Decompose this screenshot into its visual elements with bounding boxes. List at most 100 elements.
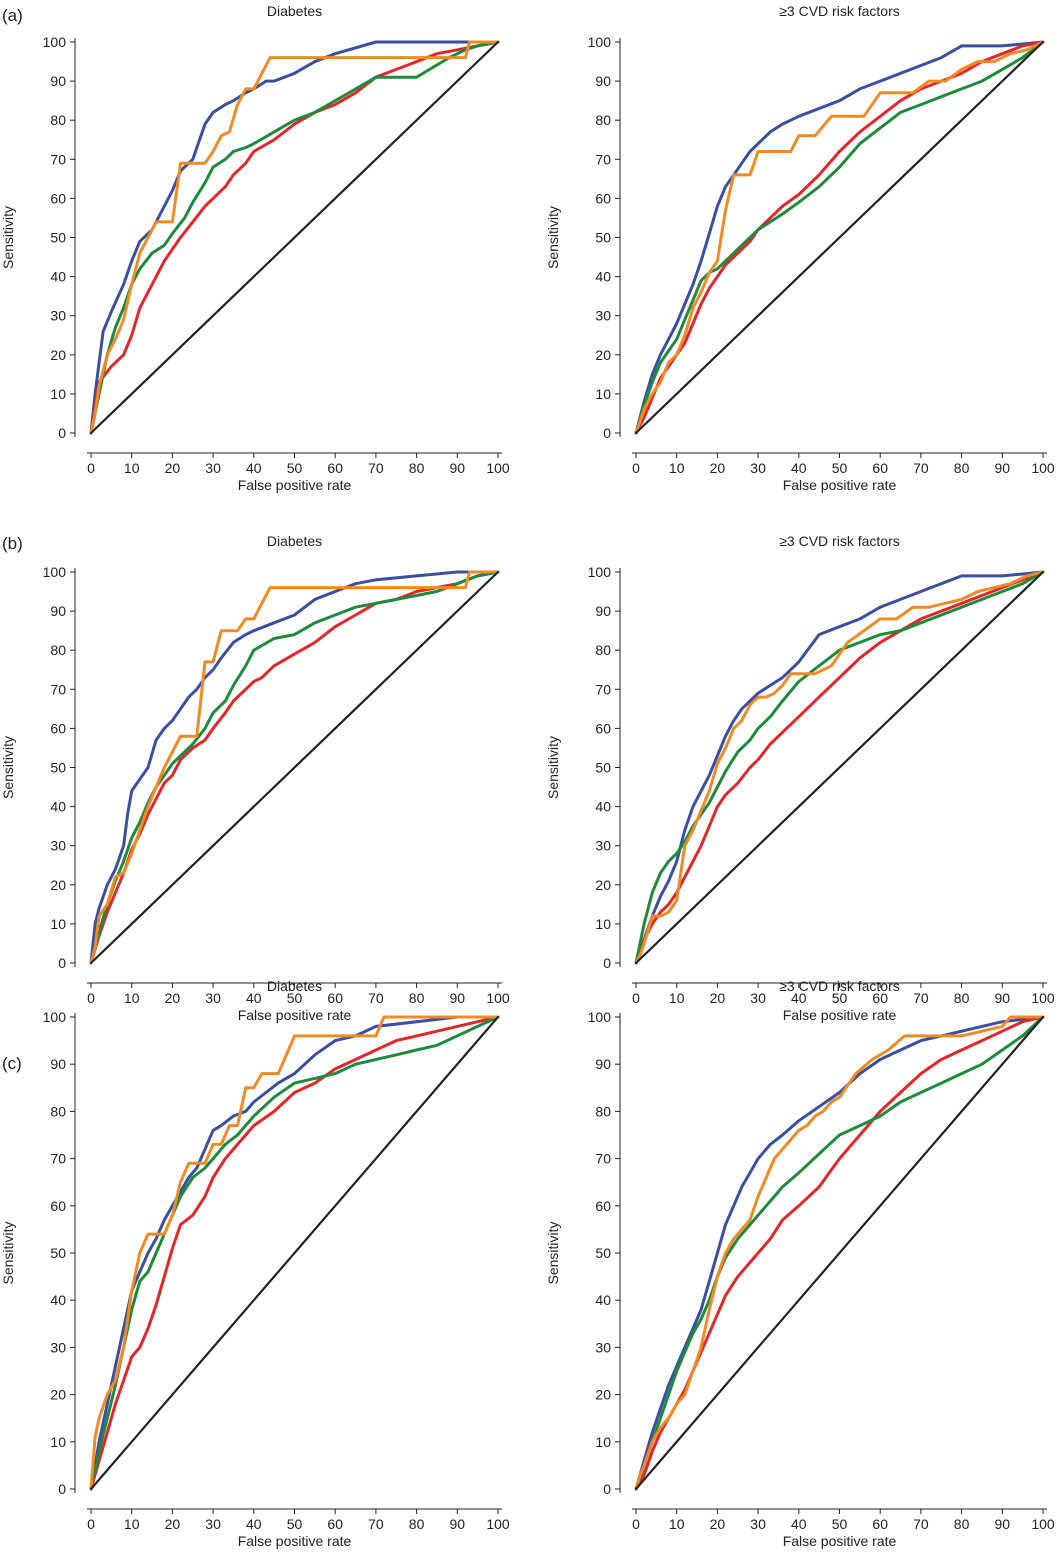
x-tick-label: 0	[87, 990, 95, 1006]
x-tick-label: 50	[287, 990, 303, 1006]
y-tick-label: 100	[43, 564, 67, 580]
x-tick-label: 50	[832, 990, 848, 1006]
series-red-line	[634, 570, 1045, 965]
y-tick-label: 60	[50, 190, 66, 206]
chart-title: ≥3 CVD risk factors	[779, 978, 899, 994]
y-axis-label: Sensitivity	[545, 206, 561, 269]
y-tick-label: 40	[50, 269, 66, 285]
x-tick-label: 40	[246, 1516, 262, 1532]
x-tick-label: 30	[205, 1516, 221, 1532]
series-orange-line	[89, 1015, 500, 1491]
y-tick-label: 40	[595, 799, 611, 815]
y-axis-label: Sensitivity	[545, 736, 561, 799]
x-tick-label: 20	[710, 1516, 726, 1532]
y-tick-label: 70	[50, 1151, 66, 1167]
x-tick-label: 70	[368, 990, 384, 1006]
y-tick-label: 50	[595, 1245, 611, 1261]
x-tick-label: 90	[450, 460, 466, 476]
y-tick-label: 0	[58, 1481, 66, 1497]
y-tick-label: 50	[50, 230, 66, 246]
y-axis-label: Sensitivity	[0, 1221, 16, 1284]
y-tick-label: 90	[50, 1056, 66, 1072]
x-tick-label: 0	[87, 1516, 95, 1532]
x-tick-label: 70	[368, 1516, 384, 1532]
x-tick-label: 80	[409, 990, 425, 1006]
x-tick-label: 20	[165, 1516, 181, 1532]
series-blue-line	[89, 570, 500, 965]
x-tick-label: 60	[872, 990, 888, 1006]
y-tick-label: 0	[58, 425, 66, 441]
chart-title: Diabetes	[267, 978, 322, 994]
x-tick-label: 0	[632, 990, 640, 1006]
y-tick-label: 70	[595, 1151, 611, 1167]
x-tick-label: 50	[832, 1516, 848, 1532]
series-green-line	[634, 570, 1045, 965]
y-axis-label: Sensitivity	[0, 206, 16, 269]
y-tick-label: 10	[595, 916, 611, 932]
y-tick-label: 20	[50, 877, 66, 893]
x-tick-label: 30	[205, 460, 221, 476]
y-tick-label: 90	[50, 603, 66, 619]
x-tick-label: 10	[124, 1516, 140, 1532]
series-red-line	[89, 1015, 500, 1491]
y-tick-label: 50	[50, 760, 66, 776]
y-tick-label: 20	[50, 1387, 66, 1403]
series-orange-line	[89, 40, 500, 435]
x-tick-label: 50	[832, 460, 848, 476]
y-tick-label: 70	[595, 151, 611, 167]
y-tick-label: 80	[50, 112, 66, 128]
y-tick-label: 80	[595, 642, 611, 658]
chart-2: Diabetes 0 10 20 30 40 50 60 70 80 90 100 0 10 20 30 40 5…	[0, 533, 510, 1023]
y-tick-label: 90	[595, 73, 611, 89]
y-axis-label: Sensitivity	[0, 736, 16, 799]
x-tick-label: 100	[1031, 460, 1055, 476]
chart-3: ≥3 CVD risk factors 0 10 20 30 40 50 60 70 80 90 10…	[545, 533, 1055, 1023]
series-diagonal-line	[634, 1015, 1045, 1491]
y-tick-label: 0	[603, 1481, 611, 1497]
y-tick-label: 40	[50, 799, 66, 815]
y-tick-label: 10	[50, 916, 66, 932]
series-diagonal-line	[89, 1015, 500, 1491]
y-tick-label: 60	[595, 720, 611, 736]
y-tick-label: 10	[50, 1434, 66, 1450]
x-tick-label: 100	[486, 460, 510, 476]
chart-5: ≥3 CVD risk factors 0 10 20 30 40 50 60 70 80 90 10…	[545, 978, 1055, 1549]
x-tick-label: 100	[486, 1516, 510, 1532]
series-green-line	[634, 40, 1045, 435]
series-green-line	[89, 1015, 500, 1491]
panel-label-a: (a)	[2, 6, 23, 25]
y-tick-label: 10	[595, 386, 611, 402]
x-tick-label: 60	[327, 460, 343, 476]
x-tick-label: 100	[1031, 1516, 1055, 1532]
series-orange-line	[89, 570, 500, 965]
x-tick-label: 30	[750, 460, 766, 476]
series-diagonal-line	[89, 570, 500, 965]
y-tick-label: 30	[50, 308, 66, 324]
x-tick-label: 80	[954, 990, 970, 1006]
y-tick-label: 20	[595, 877, 611, 893]
y-tick-label: 40	[50, 1292, 66, 1308]
y-tick-label: 90	[595, 1056, 611, 1072]
y-tick-label: 0	[603, 425, 611, 441]
x-tick-label: 30	[750, 1516, 766, 1532]
x-tick-label: 80	[954, 1516, 970, 1532]
x-axis-label: False positive rate	[238, 1007, 352, 1023]
y-tick-label: 70	[50, 151, 66, 167]
x-tick-label: 60	[327, 1516, 343, 1532]
x-tick-label: 80	[954, 460, 970, 476]
y-tick-label: 30	[595, 308, 611, 324]
y-tick-label: 10	[595, 1434, 611, 1450]
y-tick-label: 50	[595, 760, 611, 776]
x-tick-label: 20	[710, 460, 726, 476]
y-tick-label: 20	[595, 347, 611, 363]
x-tick-label: 70	[368, 460, 384, 476]
x-tick-label: 40	[791, 990, 807, 1006]
y-tick-label: 40	[595, 269, 611, 285]
x-axis-label: False positive rate	[238, 477, 352, 493]
x-tick-label: 10	[124, 460, 140, 476]
y-tick-label: 30	[50, 838, 66, 854]
series-orange-line	[634, 570, 1045, 965]
y-tick-label: 60	[50, 1198, 66, 1214]
x-tick-label: 60	[327, 990, 343, 1006]
panel-label-b: (b)	[2, 534, 23, 553]
